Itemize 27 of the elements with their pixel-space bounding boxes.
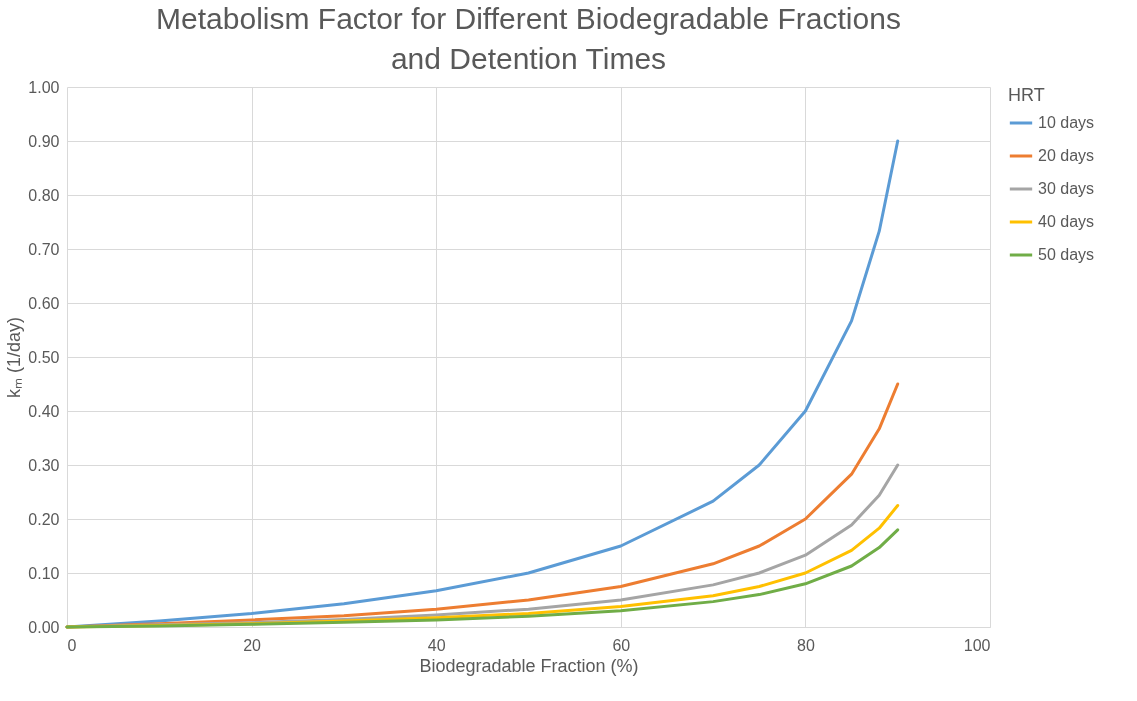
y-tick-label: 0.40 [28, 402, 60, 420]
y-tick-label: 0.60 [28, 294, 60, 312]
legend-label: 10 days [1038, 114, 1095, 131]
y-tick-label: 0.70 [28, 240, 60, 258]
line-series [65, 528, 900, 629]
x-tick-label: 100 [963, 636, 991, 654]
y-tick-label: 0.80 [28, 186, 60, 204]
x-tick-label: 60 [612, 636, 631, 654]
y-tick-label: 0.30 [28, 456, 60, 474]
x-tick-label: 40 [427, 636, 446, 654]
y-tick-label: 0.50 [28, 348, 60, 366]
y-tick-label: 0.00 [28, 618, 60, 636]
x-axis-title: Biodegradable Fraction (%) [419, 655, 639, 676]
x-tick-label: 0 [67, 636, 77, 654]
chart-title: Metabolism Factor for Different Biodegradable Fractions and Detention Times [156, 2, 901, 75]
legend-label: 30 days [1038, 180, 1095, 197]
x-tick-label: 20 [243, 636, 262, 654]
x-tick-label: 80 [797, 636, 815, 654]
legend-title: HRT [1008, 85, 1045, 105]
legend-label: 50 days [1038, 246, 1095, 263]
y-tick-label: 0.20 [28, 510, 60, 528]
y-tick-label: 1.00 [28, 78, 60, 96]
y-tick-label: 0.10 [28, 564, 60, 582]
y-axis-title: kₘ (1/day) [4, 316, 25, 399]
y-tick-label: 0.90 [28, 132, 60, 150]
legend-label: 20 days [1038, 147, 1095, 164]
legend-label: 40 days [1038, 213, 1095, 230]
